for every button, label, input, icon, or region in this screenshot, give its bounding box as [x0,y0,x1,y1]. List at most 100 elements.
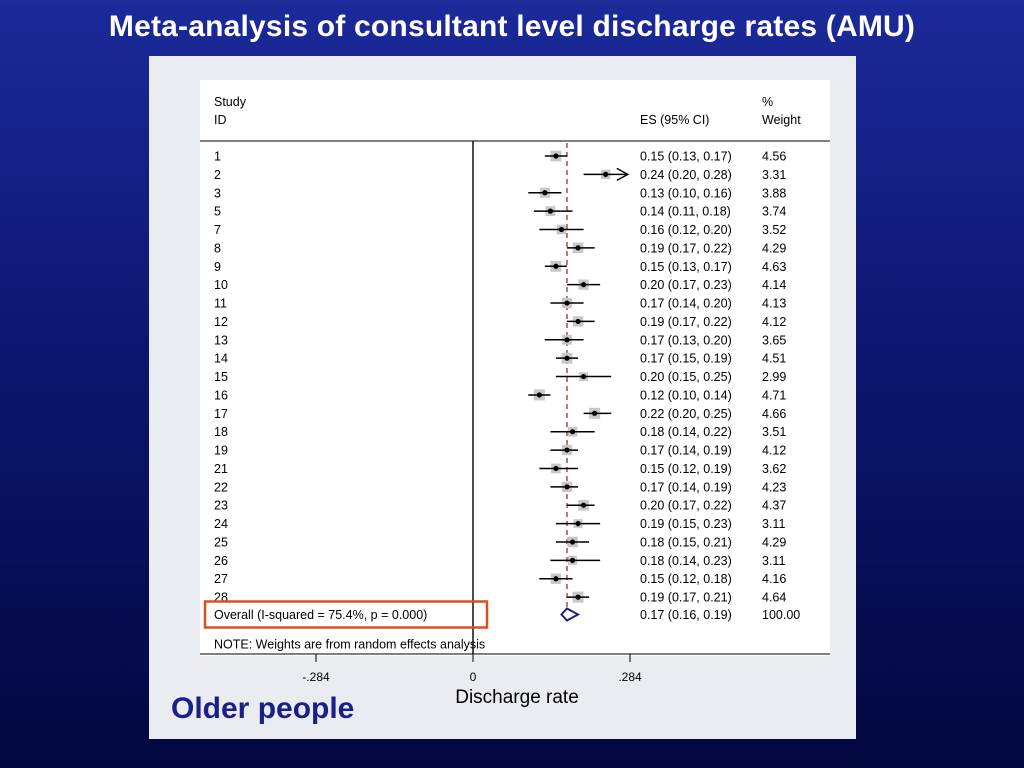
study-row-22: 22 0.17 (0.14, 0.19) 4.23 [214,480,786,494]
study-id: 26 [214,554,228,568]
weight-text: 3.52 [762,223,786,237]
es-ci-text: 0.17 (0.14, 0.19) [640,480,732,494]
study-id: 27 [214,572,228,586]
point-estimate [542,190,548,196]
study-id: 13 [214,333,228,347]
es-ci-text: 0.12 (0.10, 0.14) [640,388,732,402]
es-ci-text: 0.18 (0.15, 0.21) [640,535,732,549]
weight-text: 4.56 [762,150,786,164]
es-ci-text: 0.19 (0.17, 0.21) [640,591,732,605]
weight-text: 4.29 [762,535,786,549]
weight-text: 4.64 [762,591,786,605]
study-row-3: 3 0.13 (0.10, 0.16) 3.88 [214,186,786,200]
study-id: 15 [214,370,228,384]
point-estimate [575,521,581,527]
plot-area [200,80,830,656]
study-row-13: 13 0.17 (0.13, 0.20) 3.65 [214,333,786,347]
study-row-23: 23 0.20 (0.17, 0.22) 4.37 [214,499,786,513]
point-estimate [547,208,553,214]
overall-highlight-box [203,600,489,629]
header-id: ID [214,113,227,127]
study-id: 17 [214,407,228,421]
weight-text: 4.71 [762,388,786,402]
study-row-10: 10 0.20 (0.17, 0.23) 4.14 [214,278,786,292]
study-id: 25 [214,535,228,549]
study-row-24: 24 0.19 (0.15, 0.23) 3.11 [214,517,785,531]
point-estimate [580,373,587,380]
study-row-5: 5 0.14 (0.11, 0.18) 3.74 [214,205,786,219]
summary-diamond [560,607,581,622]
weight-text: 4.23 [762,480,786,494]
es-ci-text: 0.19 (0.17, 0.22) [640,315,732,329]
weight-text: 4.14 [762,278,786,292]
es-ci-text: 0.22 (0.20, 0.25) [640,407,732,421]
point-estimate [564,447,570,453]
study-row-12: 12 0.19 (0.17, 0.22) 4.12 [214,315,786,329]
point-estimate [575,318,581,325]
study-row-11: 11 0.17 (0.14, 0.20) 4.13 [214,297,786,311]
point-estimate [558,226,565,233]
x-tick-label-1: 0 [470,670,477,684]
study-row-1: 1 0.15 (0.13, 0.17) 4.56 [214,150,786,164]
study-id: 1 [214,150,221,164]
slide-title: Meta-analysis of consultant level discha… [108,10,916,43]
es-ci-text: 0.17 (0.14, 0.19) [640,444,732,458]
point-estimate [553,263,559,269]
x-tick-label-0: -.284 [302,670,330,684]
es-ci-text: 0.17 (0.13, 0.20) [640,333,732,347]
study-id: 3 [214,186,221,200]
overall-weight: 100.00 [762,608,800,622]
overall-label: Overall (I-squared = 75.4%, p = 0.000) [214,608,427,622]
forest-plot: Study ID ES (95% CI)% Weight -.284 0 .284 Disc… [200,95,830,708]
es-ci-text: 0.15 (0.13, 0.17) [640,260,732,274]
weight-text: 3.31 [762,168,786,182]
es-ci-text: 0.17 (0.14, 0.20) [640,297,732,311]
weight-text: 4.37 [762,499,786,513]
study-id: 5 [214,205,221,219]
study-id: 10 [214,278,228,292]
study-row-17: 17 0.22 (0.20, 0.25) 4.66 [214,407,786,421]
weight-text: 3.51 [762,425,786,439]
header-es-ci: ES (95% CI) [640,113,709,127]
study-id: 21 [214,462,228,476]
header-study: Study [214,95,247,109]
study-row-2: 2 0.24 (0.20, 0.28) 3.31 [214,167,786,182]
weight-text: 4.66 [762,407,786,421]
es-ci-text: 0.16 (0.12, 0.20) [640,223,732,237]
study-row-14: 14 0.17 (0.15, 0.19) 4.51 [214,352,786,366]
study-id: 22 [214,480,228,494]
study-row-25: 25 0.18 (0.15, 0.21) 4.29 [214,535,786,549]
point-estimate [536,392,542,398]
es-ci-text: 0.15 (0.12, 0.19) [640,462,732,476]
weight-text: 3.11 [762,554,785,568]
weight-text: 4.51 [762,352,786,366]
header-percent: % [762,95,773,109]
study-row-27: 27 0.15 (0.12, 0.18) 4.16 [214,572,786,586]
figure-panel: Study ID ES (95% CI)% Weight -.284 0 .284 Disc… [149,56,856,739]
weight-text: 4.29 [762,241,786,255]
study-row-16: 16 0.12 (0.10, 0.14) 4.71 [214,388,786,402]
es-ci-text: 0.15 (0.12, 0.18) [640,572,732,586]
point-estimate [564,484,570,490]
study-id: 23 [214,499,228,513]
point-estimate [592,410,598,416]
point-estimate [580,502,587,508]
es-ci-text: 0.20 (0.17, 0.22) [640,499,732,513]
study-id: 11 [214,297,227,311]
weight-text: 3.11 [762,517,785,531]
ci-arrow [616,167,630,182]
slide-subtitle: Older people [171,692,355,725]
point-estimate [553,153,559,159]
weight-text: 4.12 [762,315,786,329]
point-estimate [569,539,576,545]
point-estimate [575,245,581,251]
point-estimate [553,576,559,582]
weights-note: NOTE: Weights are from random effects an… [214,638,485,652]
es-ci-text: 0.19 (0.15, 0.23) [640,517,732,531]
es-ci-text: 0.13 (0.10, 0.16) [640,186,732,200]
point-estimate [580,282,587,288]
weight-text: 4.16 [762,572,786,586]
x-axis-title: Discharge rate [455,687,579,708]
weight-text: 3.74 [762,205,786,219]
study-id: 18 [214,425,228,439]
